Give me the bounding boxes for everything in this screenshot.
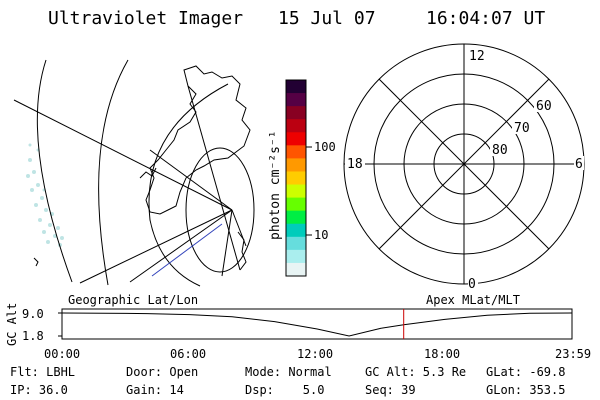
coastline-detail xyxy=(33,257,39,267)
altitude-series-line xyxy=(61,312,573,337)
y-tick-label: 9.0 xyxy=(22,307,44,321)
pole-ellipse xyxy=(185,147,255,273)
label-bg xyxy=(574,156,584,170)
info-filter: Flt: LBHL xyxy=(10,365,75,379)
date-label: 15 Jul 07 xyxy=(278,8,376,29)
colorbar-segment xyxy=(286,210,306,225)
meridian-line xyxy=(13,99,233,211)
y-axis-label: GC Alt xyxy=(5,303,19,346)
meridian-line xyxy=(129,209,233,283)
mlt-label-0: 0 xyxy=(468,277,476,292)
x-tick-label: 23:59 xyxy=(555,347,591,361)
colorbar-segment xyxy=(286,80,306,94)
x-tick-label: 18:00 xyxy=(424,347,460,361)
colorbar-segment xyxy=(286,249,306,264)
colorbar-scale xyxy=(286,80,306,277)
time-label: 16:04:07 UT xyxy=(426,8,545,29)
coastline xyxy=(145,65,251,215)
info-gain: Gain: 14 xyxy=(126,383,184,397)
mlt-diagonal xyxy=(378,78,550,250)
info-dsp: Dsp: 5.0 xyxy=(245,383,324,397)
instrument-title: Ultraviolet Imager xyxy=(48,8,243,29)
coastline-detail xyxy=(237,231,247,271)
polar-panel-label: Apex MLat/MLT xyxy=(426,293,520,307)
label-bg xyxy=(345,156,365,170)
y-tick-label: 1.8 xyxy=(22,329,44,343)
mlt-label-6: 6 xyxy=(575,157,583,172)
mlat-label-70: 70 xyxy=(514,121,530,136)
colorbar-frame xyxy=(285,79,307,277)
info-door: Door: Open xyxy=(126,365,198,379)
meridian-line xyxy=(79,209,233,284)
colorbar-segment xyxy=(286,171,306,186)
map-panel-label: Geographic Lat/Lon xyxy=(68,293,198,307)
label-bg xyxy=(512,120,532,134)
mlat-label-80: 80 xyxy=(492,143,508,158)
colorbar: 100 10 photon cm⁻²s⁻¹ xyxy=(268,79,336,277)
info-glat: GLat: -69.8 xyxy=(486,365,565,379)
colorbar-segment xyxy=(286,106,306,120)
label-bg xyxy=(490,142,510,156)
meridian-line xyxy=(221,209,233,277)
info-panel: Flt: LBHL Door: Open Mode: Normal GC Alt… xyxy=(10,365,565,397)
meridian-line xyxy=(149,149,233,211)
info-glon: GLon: 353.5 xyxy=(486,383,565,397)
mlt-label-12: 12 xyxy=(469,49,485,64)
polar-plot xyxy=(343,43,585,285)
colorbar-segment xyxy=(286,158,306,172)
mlt-label-18: 18 xyxy=(347,157,363,172)
colorbar-segment xyxy=(286,132,306,146)
colorbar-tick-label: 100 xyxy=(314,140,336,154)
colorbar-unit-label: photon cm⁻²s⁻¹ xyxy=(268,130,283,240)
label-bg xyxy=(534,98,554,112)
info-ip: IP: 36.0 xyxy=(10,383,68,397)
info-gc-alt: GC Alt: 5.3 Re xyxy=(365,365,466,379)
info-mode: Mode: Normal xyxy=(245,365,332,379)
colorbar-tick-label: 10 xyxy=(314,228,328,242)
x-tick-label: 00:00 xyxy=(44,347,80,361)
emission-speckles xyxy=(26,143,64,247)
track-line xyxy=(151,223,223,277)
latitude-arc xyxy=(98,59,129,286)
colorbar-segment xyxy=(286,93,306,107)
colorbar-segment xyxy=(286,119,306,133)
mlat-label-60: 60 xyxy=(536,99,552,114)
label-bg xyxy=(468,276,478,290)
latitude-arc xyxy=(148,83,229,287)
meridian-line xyxy=(187,85,241,271)
x-tick-label: 06:00 xyxy=(170,347,206,361)
colorbar-segment xyxy=(286,223,306,238)
altitude-plot-frame xyxy=(61,308,573,340)
label-bg xyxy=(468,48,484,62)
coastline-detail xyxy=(139,167,157,179)
colorbar-segment xyxy=(286,236,306,251)
colorbar-segment xyxy=(286,184,306,199)
altitude-chart: 9.0 1.8 GC Alt 00:00 06:00 12:00 18:00 2… xyxy=(5,303,591,361)
latitude-arc xyxy=(36,59,73,283)
colorbar-segment xyxy=(286,145,306,159)
info-seq: Seq: 39 xyxy=(365,383,416,397)
colorbar-segment xyxy=(286,197,306,212)
colorbar-segment xyxy=(286,262,306,277)
x-tick-label: 12:00 xyxy=(297,347,333,361)
geographic-map xyxy=(13,59,255,287)
